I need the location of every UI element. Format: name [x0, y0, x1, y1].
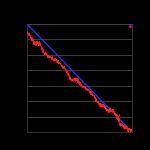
Legend: , : , [130, 25, 131, 27]
